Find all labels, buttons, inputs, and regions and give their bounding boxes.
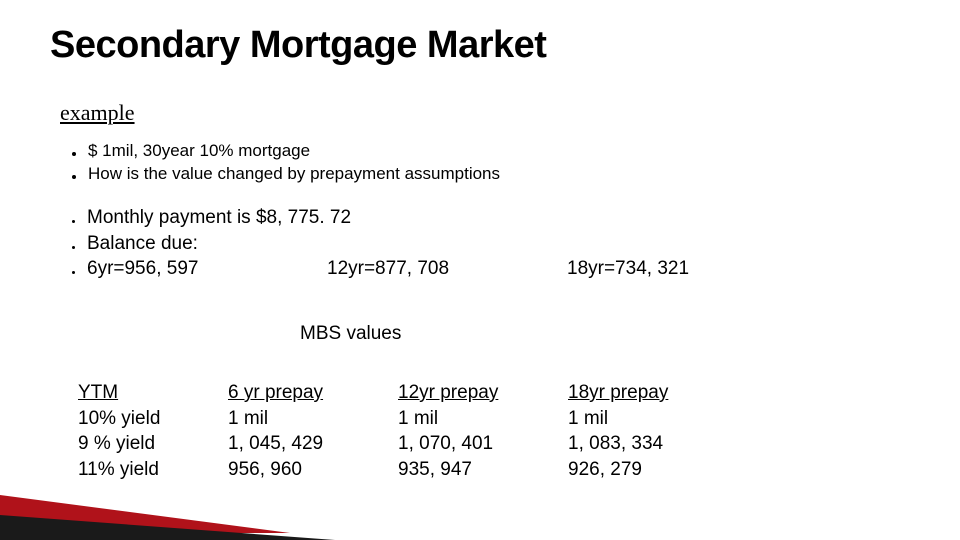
assumptions-list: $ 1mil, 30year 10% mortgage How is the v… — [72, 140, 500, 186]
bullet-item: $ 1mil, 30year 10% mortgage — [72, 140, 500, 163]
table-header-row: YTM 6 yr prepay 12yr prepay 18yr prepay — [78, 380, 738, 406]
mbs-values-table: YTM 6 yr prepay 12yr prepay 18yr prepay … — [78, 380, 738, 483]
bullet-text: How is the value changed by prepayment a… — [88, 163, 500, 186]
bullet-icon — [72, 152, 76, 156]
slide-title: Secondary Mortgage Market — [50, 24, 546, 67]
cell: 1 mil — [228, 406, 398, 432]
balance-12yr: 12yr=877, 708 — [327, 256, 567, 282]
cell: 1 mil — [568, 406, 738, 432]
mbs-values-label: MBS values — [300, 323, 401, 345]
col-18yr: 18yr prepay — [568, 380, 738, 406]
cell: 935, 947 — [398, 457, 568, 483]
bullet-item: Balance due: — [72, 231, 689, 257]
table-row: 9 % yield 1, 045, 429 1, 070, 401 1, 083… — [78, 431, 738, 457]
bullet-text: Balance due: — [87, 231, 198, 257]
payment-info-list: Monthly payment is $8, 775. 72 Balance d… — [72, 205, 689, 282]
bullet-item: Monthly payment is $8, 775. 72 — [72, 205, 689, 231]
cell: 926, 279 — [568, 457, 738, 483]
cell: 1, 045, 429 — [228, 431, 398, 457]
bullet-icon — [72, 271, 75, 274]
example-subtitle: example — [60, 100, 135, 126]
bullet-icon — [72, 175, 76, 179]
cell: 1, 070, 401 — [398, 431, 568, 457]
accent-black — [0, 515, 335, 540]
bullet-icon — [72, 246, 75, 249]
bullet-icon — [72, 220, 75, 223]
bullet-text: Monthly payment is $8, 775. 72 — [87, 205, 351, 231]
accent-red — [0, 495, 290, 533]
corner-accent-icon — [0, 480, 340, 540]
cell: 1 mil — [398, 406, 568, 432]
cell: 11% yield — [78, 457, 228, 483]
balance-18yr: 18yr=734, 321 — [567, 256, 689, 282]
bullet-item: How is the value changed by prepayment a… — [72, 163, 500, 186]
bullet-text: $ 1mil, 30year 10% mortgage — [88, 140, 310, 163]
cell: 9 % yield — [78, 431, 228, 457]
balance-due-row: 6yr=956, 597 12yr=877, 708 18yr=734, 321 — [72, 256, 689, 282]
cell: 1, 083, 334 — [568, 431, 738, 457]
balance-6yr: 6yr=956, 597 — [87, 256, 327, 282]
col-ytm: YTM — [78, 380, 228, 406]
table-row: 10% yield 1 mil 1 mil 1 mil — [78, 406, 738, 432]
cell: 10% yield — [78, 406, 228, 432]
cell: 956, 960 — [228, 457, 398, 483]
col-6yr: 6 yr prepay — [228, 380, 398, 406]
col-12yr: 12yr prepay — [398, 380, 568, 406]
table-row: 11% yield 956, 960 935, 947 926, 279 — [78, 457, 738, 483]
